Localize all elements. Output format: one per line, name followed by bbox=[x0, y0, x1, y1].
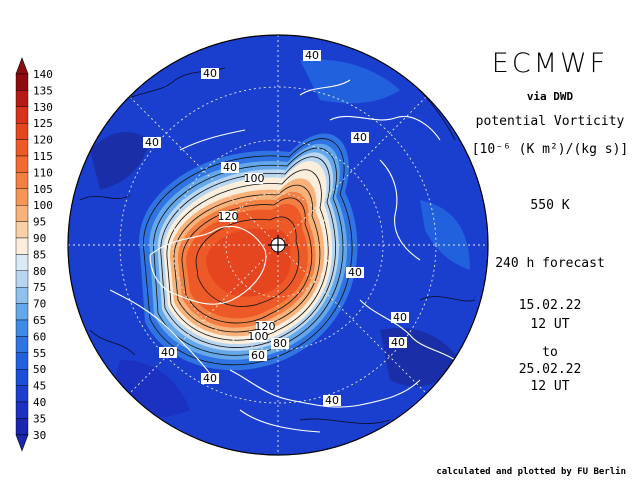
contour-label: 80 bbox=[273, 337, 287, 350]
contour-label: 40 bbox=[391, 336, 405, 349]
colorbar-cell bbox=[15, 139, 29, 157]
colorbar-cell bbox=[15, 221, 29, 239]
contour-label: 100 bbox=[244, 172, 265, 185]
contour-label: 40 bbox=[393, 311, 407, 324]
colorbar-tick-label: 85 bbox=[33, 248, 46, 261]
pv-contour-130 bbox=[206, 228, 291, 297]
contour-label: 40 bbox=[325, 394, 339, 407]
contour-label: 120 bbox=[255, 320, 276, 333]
colorbar-cell bbox=[15, 122, 29, 140]
colorbar-tick-label: 40 bbox=[33, 396, 46, 409]
contour-label-bg bbox=[256, 321, 274, 332]
contour-label: 40 bbox=[203, 372, 217, 385]
contour-label: 40 bbox=[353, 131, 367, 144]
colorbar-cell bbox=[15, 106, 29, 124]
contour-label-bg bbox=[219, 211, 237, 222]
contour-label-bg bbox=[201, 68, 219, 79]
colorbar-tick-label: 50 bbox=[33, 363, 46, 376]
colorbar-tick-label: 60 bbox=[33, 330, 46, 343]
colorbar-cell bbox=[15, 287, 29, 304]
colorbar-cell bbox=[15, 155, 29, 173]
contour-label-bg bbox=[271, 338, 289, 349]
contour-label-bg bbox=[143, 137, 161, 148]
colorbar-cell bbox=[15, 418, 29, 435]
contour-label-bg bbox=[303, 50, 321, 61]
colorbar-tick-label: 90 bbox=[33, 232, 46, 245]
colorbar-tick-label: 75 bbox=[33, 281, 46, 294]
contour-label-bg bbox=[351, 132, 369, 143]
contour-label-bg bbox=[221, 162, 239, 173]
contour-label-bg bbox=[389, 337, 407, 348]
colorbar-tick-label: 100 bbox=[33, 199, 53, 212]
contour-label: 40 bbox=[305, 49, 319, 62]
colorbar-cell bbox=[15, 254, 29, 271]
colorbar-cell bbox=[15, 204, 29, 222]
colorbar-tick-label: 120 bbox=[33, 134, 53, 147]
variable-name: potential Vorticity bbox=[475, 114, 625, 129]
init-date: 15.02.22 bbox=[518, 298, 582, 313]
colorbar-tick-label: 30 bbox=[33, 429, 46, 442]
colorbar-cell bbox=[15, 90, 29, 108]
contour-label-bg bbox=[159, 347, 177, 358]
colorbar-tick-label: 110 bbox=[33, 166, 53, 179]
colorbar-tick-label: 45 bbox=[33, 380, 46, 393]
colorbar-cell bbox=[15, 369, 29, 386]
colorbar-tick-label: 35 bbox=[33, 412, 46, 425]
colorbar-cell bbox=[15, 188, 29, 206]
colorbar: 140 135 130 125 120 115 110 105 100 95 90 85 80 75 70 6… bbox=[15, 57, 53, 452]
contour-label: 40 bbox=[348, 266, 362, 279]
contour-label: 40 bbox=[145, 136, 159, 149]
colorbar-cell bbox=[15, 319, 29, 337]
colorbar-max-arrow bbox=[15, 57, 29, 75]
colorbar-tick-label: 130 bbox=[33, 101, 53, 114]
colorbar-tick-label: 80 bbox=[33, 265, 46, 278]
valid-time: 12 UT bbox=[530, 379, 570, 394]
data-source: via DWD bbox=[526, 90, 574, 103]
colorbar-tick-label: 115 bbox=[33, 150, 53, 163]
colorbar-cell bbox=[15, 385, 29, 403]
colorbar-cell bbox=[15, 73, 29, 91]
colorbar-cell bbox=[15, 336, 29, 353]
north-pole-marker bbox=[268, 235, 288, 255]
colorbar-tick-label: 135 bbox=[33, 84, 53, 97]
to-label: to bbox=[542, 345, 558, 360]
isentropic-level: 550 K bbox=[530, 198, 570, 213]
colorbar-cell bbox=[15, 303, 29, 321]
contour-label: 60 bbox=[251, 349, 265, 362]
colorbar-cell bbox=[15, 401, 29, 419]
contour-label-bg bbox=[249, 331, 267, 342]
contour-label-bg bbox=[391, 312, 409, 323]
variable-unit: [10⁻⁶ (K m²)/(kg s)] bbox=[471, 142, 629, 157]
contour-label-bg bbox=[346, 267, 364, 278]
contour-label-bg bbox=[245, 173, 263, 184]
contour-label-bg bbox=[201, 373, 219, 384]
init-time: 12 UT bbox=[530, 317, 570, 332]
colorbar-tick-label: 70 bbox=[33, 298, 46, 311]
colorbar-tick-label: 105 bbox=[33, 183, 53, 196]
contour-label: 100 bbox=[248, 330, 269, 343]
contour-label: 40 bbox=[161, 346, 175, 359]
forecast-lead: 240 h forecast bbox=[495, 256, 605, 271]
contour-label: 120 bbox=[218, 210, 239, 223]
colorbar-tick-label: 95 bbox=[33, 216, 46, 229]
colorbar-cell bbox=[15, 270, 29, 288]
contour-label-bg bbox=[323, 395, 341, 406]
colorbar-cell bbox=[15, 352, 29, 370]
valid-date: 25.02.22 bbox=[518, 362, 582, 377]
colorbar-tick-label: 125 bbox=[33, 117, 53, 130]
colorbar-min-arrow bbox=[15, 434, 29, 452]
colorbar-tick-label: 65 bbox=[33, 314, 46, 327]
colorbar-cell bbox=[15, 237, 29, 255]
contour-label: 40 bbox=[223, 161, 237, 174]
contour-label: 40 bbox=[203, 67, 217, 80]
credit-line: calculated and plotted by FU Berlin bbox=[436, 467, 626, 477]
model-title: ECMWF bbox=[491, 48, 609, 79]
colorbar-tick-label: 140 bbox=[33, 68, 53, 81]
colorbar-cell bbox=[15, 172, 29, 189]
contour-label-bg bbox=[249, 350, 267, 361]
colorbar-tick-label: 55 bbox=[33, 347, 46, 360]
